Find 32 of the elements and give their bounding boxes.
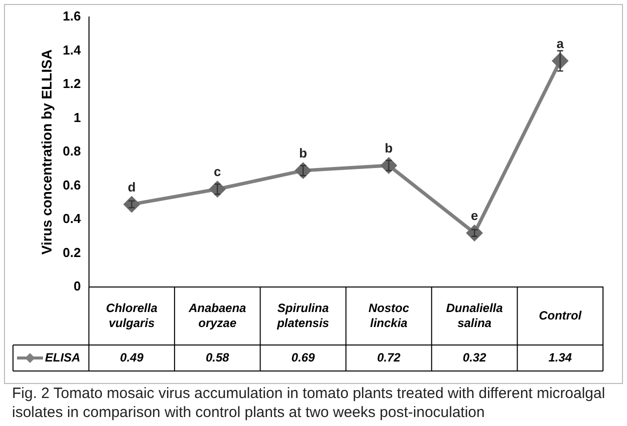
annotation: b <box>384 140 393 156</box>
x-tick-label: Control <box>538 308 582 322</box>
y-tick-label: 0.2 <box>62 244 81 260</box>
annotation: d <box>128 179 136 194</box>
x-tick-label: Chlorella vulgaris <box>106 300 158 330</box>
data-label: 0.69 <box>291 350 316 364</box>
annotation: c <box>214 164 222 180</box>
caption: Fig. 2 Tomato mosaic virus accumulation in tomato plants treated with different microalgal isolates in comparison with control plants at two weeks post-inoculation <box>12 384 606 422</box>
data-label: 0.58 <box>206 350 230 364</box>
y-tick-label: 1 <box>74 110 81 125</box>
x-tick-label: Dunaliella salina <box>446 300 504 330</box>
y-tick-label: 1.6 <box>62 8 81 24</box>
data-label: 0.49 <box>120 350 144 364</box>
y-tick-label: 1.4 <box>62 42 82 58</box>
annotation: a <box>556 36 565 51</box>
y-tick-label: 0 <box>74 278 81 294</box>
y-tick-label: 1.2 <box>62 76 81 92</box>
data-label: 1.34 <box>548 350 572 364</box>
y-tick-label: 0.6 <box>62 177 81 192</box>
x-tick-label: Spirulina platensis <box>276 300 330 330</box>
y-tick-label: 0.8 <box>62 144 81 159</box>
point <box>466 225 482 241</box>
data-label: 0.32 <box>462 350 486 364</box>
point <box>124 196 140 212</box>
y-tick-label: 0.4 <box>62 211 82 226</box>
x-tick-label: Anabaena oryzae <box>188 300 246 330</box>
annotation: e <box>470 208 478 224</box>
y-axis-title: Virus concentration by ELLISA <box>38 49 54 255</box>
x-tick-label: Nostoc linckia <box>368 300 410 330</box>
annotation: b <box>299 146 308 161</box>
data-label: 0.72 <box>377 350 401 364</box>
legend-label: ELISA <box>45 350 80 364</box>
